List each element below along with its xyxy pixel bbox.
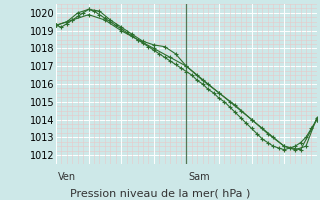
Text: Sam: Sam <box>188 172 210 182</box>
Text: Ven: Ven <box>58 172 76 182</box>
Text: Pression niveau de la mer( hPa ): Pression niveau de la mer( hPa ) <box>70 188 250 198</box>
